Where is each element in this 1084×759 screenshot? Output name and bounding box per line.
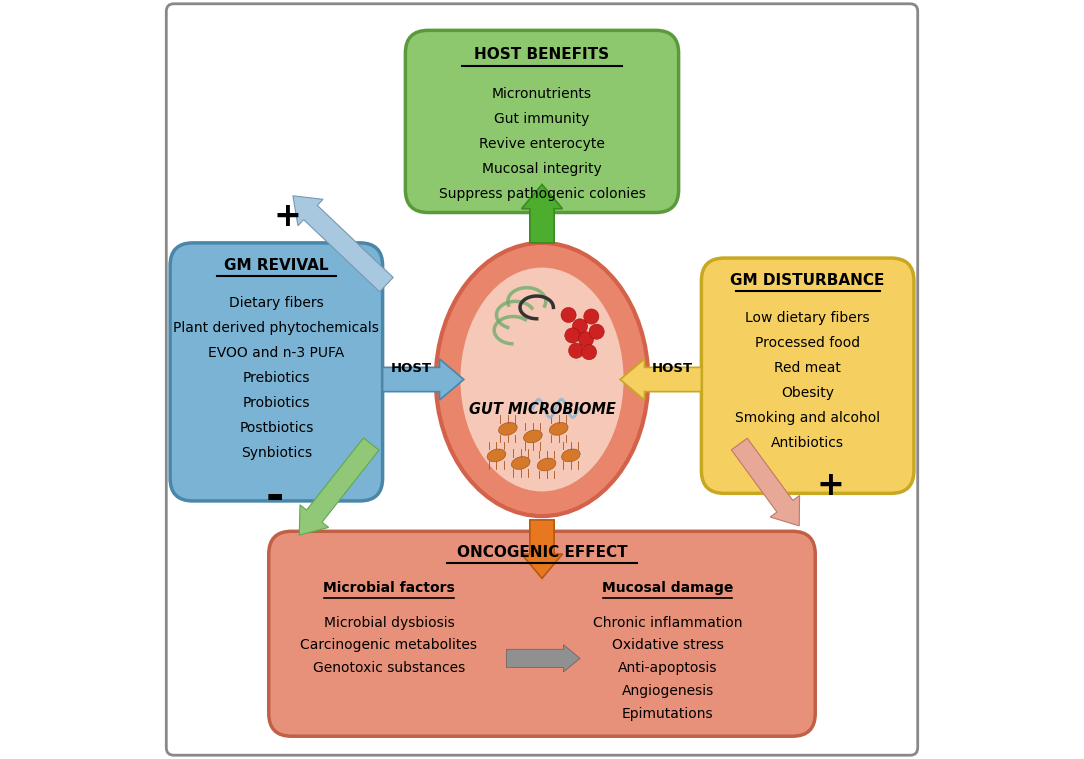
Circle shape [562,307,577,323]
Text: HOST BENEFITS: HOST BENEFITS [475,47,609,62]
Circle shape [579,332,594,347]
Circle shape [584,309,599,324]
Text: Oxidative stress: Oxidative stress [611,638,724,652]
FancyBboxPatch shape [269,531,815,736]
Text: Smoking and alcohol: Smoking and alcohol [735,411,880,425]
Circle shape [569,343,584,358]
Text: -: - [266,476,284,518]
Text: GUT MICROBIOME: GUT MICROBIOME [468,402,616,417]
Text: Microbial factors: Microbial factors [323,581,455,595]
Text: Epimutations: Epimutations [622,707,713,720]
Text: Mucosal integrity: Mucosal integrity [482,162,602,175]
Text: Dietary fibers: Dietary fibers [229,296,324,310]
Text: Carcinogenic metabolites: Carcinogenic metabolites [300,638,477,652]
Ellipse shape [550,423,568,435]
Text: Probiotics: Probiotics [243,396,310,410]
Text: Obesity: Obesity [782,386,835,400]
Text: GM DISTURBANCE: GM DISTURBANCE [731,273,885,288]
Text: ONCOGENIC EFFECT: ONCOGENIC EFFECT [456,545,628,560]
FancyArrow shape [521,520,563,578]
Circle shape [565,328,580,343]
Text: +: + [816,469,844,502]
Text: Synbiotics: Synbiotics [241,446,312,460]
Text: Genotoxic substances: Genotoxic substances [313,661,465,675]
FancyArrow shape [732,438,800,526]
Text: Anti-apoptosis: Anti-apoptosis [618,661,718,675]
FancyArrow shape [299,438,379,535]
Text: GM REVIVAL: GM REVIVAL [224,258,328,273]
Ellipse shape [499,423,517,435]
Text: Microbial dysbiosis: Microbial dysbiosis [324,616,454,629]
Ellipse shape [524,430,542,442]
Text: Suppress pathogenic colonies: Suppress pathogenic colonies [439,187,645,200]
Ellipse shape [487,449,506,461]
Text: Mucosal damage: Mucosal damage [602,581,734,595]
Text: HOST: HOST [651,362,693,375]
Text: Micronutrients: Micronutrients [492,87,592,100]
Ellipse shape [436,243,648,516]
FancyArrow shape [620,359,701,400]
Text: Antibiotics: Antibiotics [771,436,844,450]
Text: Low dietary fibers: Low dietary fibers [746,311,870,325]
FancyArrow shape [383,359,464,400]
FancyBboxPatch shape [701,258,914,493]
FancyBboxPatch shape [405,30,679,213]
Text: EVOO and n-3 PUFA: EVOO and n-3 PUFA [208,346,345,360]
Text: Plant derived phytochemicals: Plant derived phytochemicals [173,321,379,335]
FancyArrow shape [293,196,393,291]
Text: Gut immunity: Gut immunity [494,112,590,125]
Ellipse shape [461,268,623,492]
Text: Processed food: Processed food [756,336,861,350]
Ellipse shape [562,449,580,461]
Text: Chronic inflammation: Chronic inflammation [593,616,743,629]
Text: Prebiotics: Prebiotics [243,371,310,385]
Circle shape [572,319,588,334]
Text: Red meat: Red meat [774,361,841,375]
Text: HOST: HOST [391,362,433,375]
Ellipse shape [512,457,530,469]
FancyBboxPatch shape [170,243,383,501]
Text: Postbiotics: Postbiotics [240,421,313,435]
Circle shape [581,345,596,360]
Text: Angiogenesis: Angiogenesis [621,684,714,698]
FancyArrow shape [506,644,580,672]
FancyArrow shape [521,184,563,243]
Text: +: + [274,200,301,233]
Ellipse shape [538,458,556,471]
Circle shape [589,324,604,339]
Text: Revive enterocyte: Revive enterocyte [479,137,605,150]
